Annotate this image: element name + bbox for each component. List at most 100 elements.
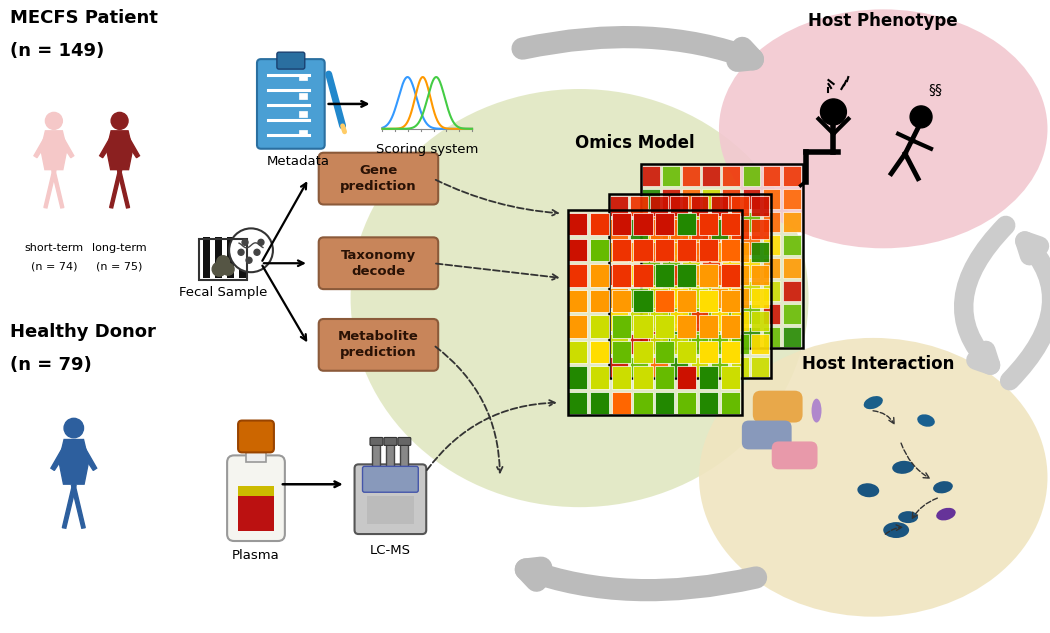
- Bar: [610, 334, 628, 354]
- Text: MECFS Patient: MECFS Patient: [10, 9, 157, 27]
- Bar: [742, 166, 760, 186]
- Bar: [702, 304, 720, 324]
- Bar: [762, 281, 780, 301]
- Bar: [662, 235, 679, 255]
- Bar: [630, 311, 648, 331]
- Bar: [711, 265, 729, 285]
- Circle shape: [238, 249, 244, 255]
- Bar: [610, 265, 628, 285]
- Bar: [662, 304, 679, 324]
- Bar: [762, 166, 780, 186]
- Bar: [650, 242, 668, 262]
- Bar: [751, 265, 769, 285]
- Bar: [682, 189, 700, 210]
- Bar: [699, 213, 718, 235]
- Bar: [682, 304, 700, 324]
- Bar: [699, 264, 718, 287]
- Bar: [742, 212, 760, 232]
- Bar: [691, 219, 709, 239]
- Bar: [590, 315, 609, 337]
- Text: Healthy Donor: Healthy Donor: [10, 323, 156, 341]
- Bar: [670, 242, 688, 262]
- FancyBboxPatch shape: [742, 420, 792, 449]
- Bar: [742, 189, 760, 210]
- Bar: [783, 166, 801, 186]
- Bar: [610, 242, 628, 262]
- Ellipse shape: [699, 338, 1048, 617]
- Bar: [633, 239, 653, 261]
- Bar: [762, 212, 780, 232]
- Bar: [670, 196, 688, 216]
- FancyBboxPatch shape: [753, 391, 802, 423]
- Ellipse shape: [937, 508, 956, 520]
- Bar: [711, 196, 729, 216]
- Bar: [731, 357, 749, 377]
- Bar: [200, 239, 247, 280]
- Bar: [590, 366, 609, 389]
- FancyBboxPatch shape: [319, 237, 438, 289]
- Bar: [720, 315, 740, 337]
- Bar: [762, 327, 780, 348]
- Bar: [677, 213, 696, 235]
- Bar: [215, 237, 223, 278]
- FancyBboxPatch shape: [277, 52, 304, 69]
- Bar: [568, 210, 742, 415]
- FancyBboxPatch shape: [370, 437, 383, 446]
- Bar: [783, 258, 801, 279]
- Bar: [590, 264, 609, 287]
- Bar: [783, 212, 801, 232]
- Bar: [711, 311, 729, 331]
- Bar: [720, 366, 740, 389]
- Polygon shape: [44, 170, 56, 208]
- Circle shape: [820, 99, 846, 125]
- Bar: [682, 235, 700, 255]
- Bar: [655, 264, 674, 287]
- Bar: [630, 219, 648, 239]
- Bar: [742, 304, 760, 324]
- FancyBboxPatch shape: [227, 455, 285, 541]
- Bar: [677, 239, 696, 261]
- Bar: [702, 166, 720, 186]
- Bar: [650, 288, 668, 308]
- Bar: [612, 213, 631, 235]
- Bar: [590, 341, 609, 363]
- Bar: [655, 289, 674, 312]
- Bar: [568, 341, 587, 363]
- Ellipse shape: [858, 483, 879, 498]
- Bar: [742, 281, 760, 301]
- Text: Fecal Sample: Fecal Sample: [178, 286, 268, 299]
- Bar: [699, 341, 718, 363]
- FancyBboxPatch shape: [772, 441, 818, 469]
- Bar: [630, 242, 648, 262]
- Bar: [722, 235, 740, 255]
- Bar: [400, 441, 408, 468]
- Bar: [610, 196, 628, 216]
- Bar: [655, 341, 674, 363]
- Bar: [722, 166, 740, 186]
- Bar: [762, 304, 780, 324]
- Text: Metabolite
prediction: Metabolite prediction: [338, 330, 419, 360]
- Bar: [609, 194, 771, 378]
- Bar: [691, 334, 709, 354]
- Bar: [677, 264, 696, 287]
- Bar: [590, 239, 609, 261]
- Bar: [239, 237, 246, 278]
- Ellipse shape: [351, 89, 808, 507]
- Text: (n = 79): (n = 79): [10, 356, 91, 374]
- Bar: [590, 392, 609, 414]
- Bar: [633, 366, 653, 389]
- Ellipse shape: [812, 399, 821, 423]
- Circle shape: [910, 106, 932, 128]
- Bar: [677, 289, 696, 312]
- Bar: [662, 166, 679, 186]
- Bar: [670, 334, 688, 354]
- Bar: [731, 311, 749, 331]
- Bar: [642, 189, 659, 210]
- Circle shape: [64, 418, 84, 438]
- FancyBboxPatch shape: [355, 465, 426, 534]
- Polygon shape: [41, 131, 67, 170]
- Bar: [650, 219, 668, 239]
- Bar: [366, 496, 415, 524]
- Bar: [642, 166, 659, 186]
- Bar: [691, 196, 709, 216]
